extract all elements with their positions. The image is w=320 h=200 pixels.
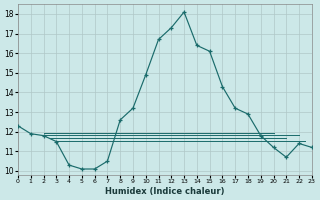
X-axis label: Humidex (Indice chaleur): Humidex (Indice chaleur): [105, 187, 225, 196]
